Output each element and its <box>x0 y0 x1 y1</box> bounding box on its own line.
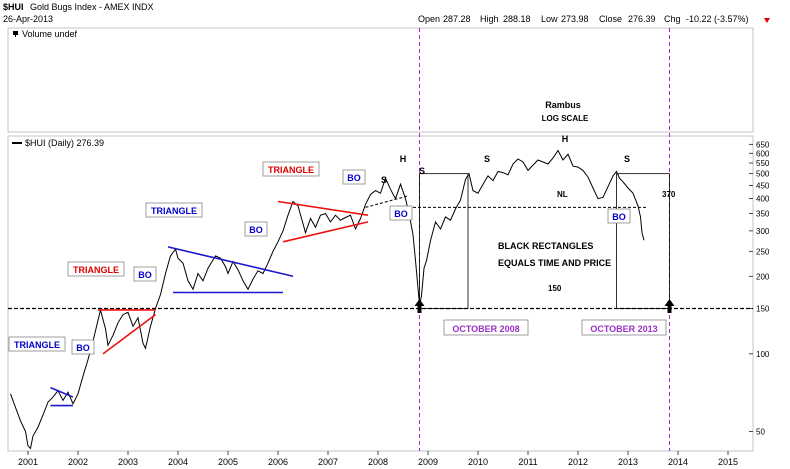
breakout-label-4: BO <box>343 170 365 184</box>
hs-right-shoulder-1: S <box>419 166 425 176</box>
high-value: 288.18 <box>503 14 531 24</box>
label-text: BO <box>347 173 361 183</box>
event-text: OCTOBER 2013 <box>590 324 657 334</box>
hs-head-1: H <box>400 154 407 164</box>
open-label: Open <box>418 14 440 24</box>
y-tick-label: 400 <box>756 195 770 204</box>
y-tick-label: 50 <box>756 427 765 436</box>
close-value: 276.39 <box>628 14 656 24</box>
chart-subtitle: LOG SCALE <box>542 114 589 123</box>
breakout-label-2: BO <box>134 267 156 281</box>
breakout-label-1: BO <box>72 340 94 354</box>
chart-date: 26-Apr-2013 <box>3 14 53 24</box>
y-tick-label: 550 <box>756 159 770 168</box>
high-label: High <box>480 14 499 24</box>
x-tick-label: 2006 <box>268 457 288 467</box>
triangle-label-3: TRIANGLE <box>146 203 202 217</box>
y-tick-label: 450 <box>756 181 770 190</box>
chart-title: Rambus <box>545 100 581 110</box>
chart-header: $HUI Gold Bugs Index - AMEX INDX 26-Apr-… <box>3 2 770 24</box>
x-tick-label: 2005 <box>218 457 238 467</box>
price-line <box>11 151 645 449</box>
reference-lines <box>8 28 753 451</box>
x-tick-label: 2013 <box>618 457 638 467</box>
y-tick-label: 650 <box>756 140 770 149</box>
breakout-label-3: BO <box>245 222 267 236</box>
y-tick-label: 100 <box>756 350 770 359</box>
event-text: OCTOBER 2008 <box>452 324 519 334</box>
x-tick-label: 2012 <box>568 457 588 467</box>
x-tick-label: 2001 <box>18 457 38 467</box>
y-tick-label: 150 <box>756 304 770 313</box>
volume-legend-swatch <box>13 31 18 35</box>
breakout-label-5: BO <box>390 206 412 220</box>
volume-panel <box>8 28 753 132</box>
label-text: BO <box>394 209 408 219</box>
triangle-4-lower-line <box>283 222 368 242</box>
y-tick-label: 200 <box>756 272 770 281</box>
x-tick-label: 2008 <box>368 457 388 467</box>
label-text: TRIANGLE <box>73 265 119 275</box>
y-tick-label: 600 <box>756 149 770 158</box>
volume-header: Volume undef <box>13 29 78 39</box>
triangle-4-upper-line <box>278 201 368 215</box>
open-value: 287.28 <box>443 14 471 24</box>
series-label: $HUI (Daily) 276.39 <box>25 138 104 148</box>
breakout-label-6: BO <box>608 209 630 223</box>
x-tick-label: 2002 <box>68 457 88 467</box>
x-tick-label: 2010 <box>468 457 488 467</box>
x-tick-label: 2009 <box>418 457 438 467</box>
rectangles-note-line-2: EQUALS TIME AND PRICE <box>498 258 611 268</box>
price-series-header: $HUI (Daily) 276.39 <box>12 138 104 148</box>
y-tick-label: 500 <box>756 170 770 179</box>
low-value: 273.98 <box>561 14 589 24</box>
label-text: TRIANGLE <box>268 165 314 175</box>
y-tick-label: 300 <box>756 227 770 236</box>
low-label: Low <box>541 14 558 24</box>
chg-value: -10.22 (-3.57%) <box>686 14 749 24</box>
label-text: BO <box>249 225 263 235</box>
neckline-value-label: 370 <box>662 190 676 199</box>
volume-label: Volume undef <box>22 29 78 39</box>
chg-label: Chg <box>664 14 681 24</box>
y-tick-label: 350 <box>756 210 770 219</box>
x-axis: 2001 2002 2003 2004 2005 2006 2007 2008 2009 2010… <box>18 451 738 467</box>
x-tick-label: 2003 <box>118 457 138 467</box>
triangle-label-1: TRIANGLE <box>9 337 65 351</box>
label-text: BO <box>138 270 152 280</box>
hs-left-shoulder-2: S <box>484 154 490 164</box>
triangle-3-upper-line <box>168 247 293 276</box>
october-2008-arrow-icon <box>415 299 425 313</box>
x-tick-label: 2014 <box>668 457 688 467</box>
x-tick-label: 2007 <box>318 457 338 467</box>
neckline-label: NL <box>557 190 568 199</box>
label-text: BO <box>612 212 626 222</box>
time-price-rectangle-1 <box>420 174 469 309</box>
hs-right-shoulder-2: S <box>624 154 630 164</box>
pattern-annotations: TRIANGLE TRIANGLE TRIANGLE TRIANGLE BO BO BO BO… <box>9 134 676 406</box>
triangle-2-lower-line <box>103 315 156 354</box>
hs-left-shoulder-1: S <box>381 175 387 185</box>
october-2013-arrow-icon <box>665 299 675 313</box>
symbol-label: $HUI <box>3 2 24 12</box>
x-tick-label: 2015 <box>718 457 738 467</box>
x-tick-label: 2004 <box>168 457 188 467</box>
october-2008-label: OCTOBER 2008 <box>444 320 528 335</box>
october-2013-label: OCTOBER 2013 <box>582 320 666 335</box>
label-text: TRIANGLE <box>151 206 197 216</box>
close-label: Close <box>599 14 622 24</box>
label-text: TRIANGLE <box>14 340 60 350</box>
down-arrow-icon <box>764 18 770 23</box>
x-tick-label: 2011 <box>518 457 537 467</box>
hs-head-2: H <box>562 134 569 144</box>
label-text: BO <box>76 343 90 353</box>
index-name: Gold Bugs Index - AMEX INDX <box>30 2 154 12</box>
support-value-label: 150 <box>548 284 562 293</box>
rectangles-note-line-1: BLACK RECTANGLES <box>498 241 593 251</box>
y-tick-label: 250 <box>756 247 770 256</box>
triangle-label-4: TRIANGLE <box>263 162 319 176</box>
triangle-label-2: TRIANGLE <box>68 262 124 276</box>
